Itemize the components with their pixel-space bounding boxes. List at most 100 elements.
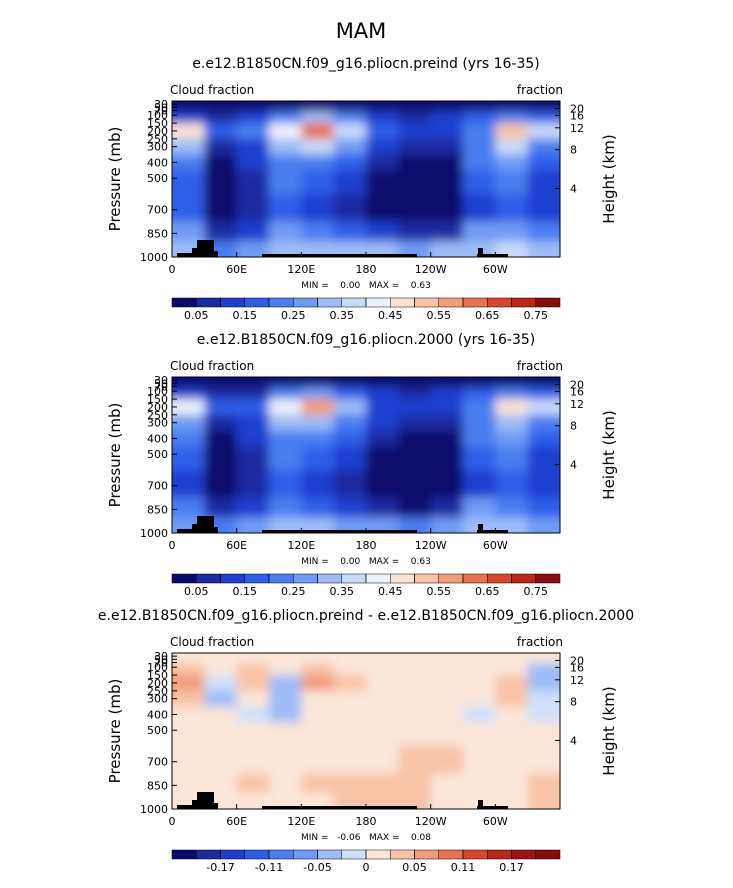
y-tick-label: 70 [154, 104, 168, 117]
y-tick-label: 300 [147, 417, 168, 430]
y-tick-label: 50 [154, 653, 168, 666]
field-cell [172, 414, 205, 432]
field-cell [172, 377, 205, 388]
field-cell [172, 722, 205, 747]
field-cell [333, 517, 367, 533]
terrain [214, 803, 218, 809]
field-cell [269, 154, 302, 171]
y-tick-label: 250 [147, 409, 168, 422]
field-cell [398, 722, 432, 747]
field-cell [269, 111, 302, 124]
y-tick-label: 400 [147, 156, 168, 169]
field-cell [333, 399, 367, 416]
field-cell [269, 653, 302, 664]
field-cell [269, 497, 302, 518]
terrain [478, 524, 483, 533]
field-cell [398, 745, 432, 775]
field-cell [398, 414, 432, 432]
field-cell [204, 430, 238, 447]
field-cell [527, 154, 560, 171]
y-tick-label: 300 [147, 693, 168, 706]
field-cell [398, 653, 432, 664]
y-tick-label: 300 [147, 141, 168, 154]
field-cell [430, 377, 464, 388]
field-cell [463, 221, 496, 242]
field-cell [495, 722, 529, 747]
y-axis-label: Pressure (mb) [106, 679, 124, 784]
stats: MIN = 0.00 MAX = 0.63 [301, 281, 431, 291]
field-cell [398, 446, 432, 471]
y-tick-label: 30 [154, 98, 168, 111]
terrain [262, 254, 417, 257]
field-cell [333, 387, 367, 400]
terrain [192, 524, 197, 533]
field-cell [204, 154, 238, 171]
field-cell [527, 773, 560, 794]
field-cell [366, 722, 399, 747]
field-cell [172, 469, 205, 499]
y-tick-label: 100 [147, 109, 168, 122]
field-cell [398, 430, 432, 447]
field-cell [430, 793, 464, 809]
field-cell [527, 377, 560, 388]
x-tick-label: 60W [483, 539, 508, 552]
field-cell [301, 123, 335, 140]
right-label: fraction [517, 359, 563, 373]
colorbar-label: 0.25 [281, 585, 306, 598]
field-cell [172, 193, 205, 223]
field-cell [172, 399, 205, 416]
y-tick-label: 250 [147, 685, 168, 698]
y-tick-label: 250 [147, 133, 168, 146]
field-cell [269, 138, 302, 156]
terrain [477, 254, 508, 257]
field-cell [463, 469, 496, 499]
field-cell [204, 101, 238, 112]
field-cell [366, 446, 399, 471]
field-cell [430, 154, 464, 171]
field-cell [333, 773, 367, 794]
colorbar-label: 0.45 [378, 309, 403, 322]
field-cell [463, 690, 496, 708]
field-cell [463, 653, 496, 664]
field-cell [366, 221, 399, 242]
field-cell [269, 193, 302, 223]
panel-title: e.e12.B1850CN.f09_g16.pliocn.preind (yrs… [192, 56, 539, 72]
colorbar-box [341, 297, 367, 308]
field-cell [398, 101, 432, 112]
terrain [214, 251, 218, 257]
y-tick-label: 700 [147, 480, 168, 493]
field-cell [204, 745, 238, 775]
field-cell [430, 745, 464, 775]
colorbar-label: 0.75 [524, 309, 549, 322]
field-cell [333, 793, 367, 809]
y-tick-label: 50 [154, 101, 168, 114]
x-tick-label: 60W [483, 263, 508, 276]
field-cell [333, 111, 367, 124]
colorbar-label: 0.35 [330, 309, 355, 322]
y-tick-label: 500 [147, 172, 168, 185]
field-cell [333, 706, 367, 723]
colorbar-label: -0.11 [255, 861, 283, 874]
colorbar-box [341, 849, 367, 860]
y2-tick-label: 12 [570, 398, 584, 411]
terrain [478, 800, 483, 809]
field-cell [269, 387, 302, 400]
field-cell [398, 469, 432, 499]
field-cell [398, 793, 432, 809]
field-cell [495, 221, 529, 242]
field-cell [527, 690, 560, 708]
field-cell [366, 430, 399, 447]
field-cells [172, 101, 560, 257]
colorbar-box [390, 849, 415, 860]
colorbar-box [487, 849, 512, 860]
colorbar-box [196, 573, 221, 584]
colorbar-box [244, 573, 270, 584]
y2-tick-label: 20 [570, 102, 584, 115]
colorbar-box [462, 573, 488, 584]
terrain [477, 806, 508, 809]
y-tick-label: 400 [147, 708, 168, 721]
field-cell [527, 101, 560, 112]
field-cell [172, 138, 205, 156]
field-cell [301, 773, 335, 794]
field-cell [463, 387, 496, 400]
